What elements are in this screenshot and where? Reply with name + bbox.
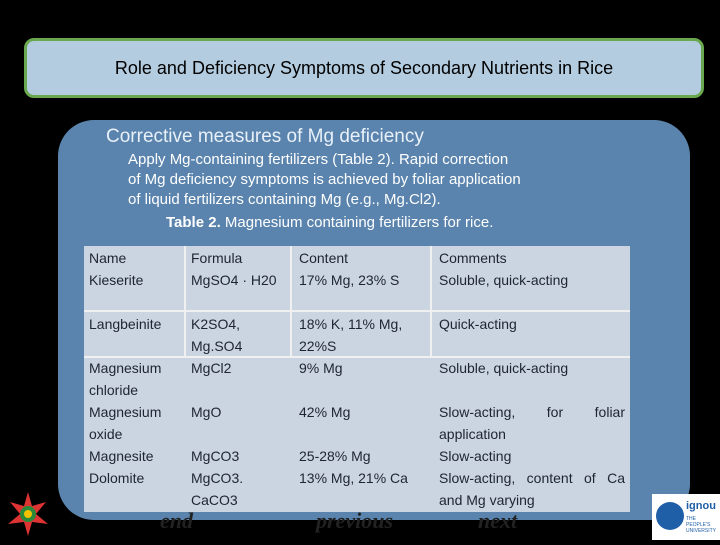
cell-formula: MgCO3. CaCO3 bbox=[191, 470, 244, 508]
caption-text: Magnesium containing fertilizers for ric… bbox=[220, 214, 494, 231]
section-heading: Corrective measures of Mg deficiency bbox=[106, 126, 424, 147]
header-formula: Formula bbox=[191, 250, 243, 266]
cell-name: Magnesite bbox=[89, 448, 154, 464]
cell-comments: Soluble, quick-acting bbox=[439, 272, 569, 288]
row-divider bbox=[84, 356, 630, 358]
column-divider bbox=[184, 312, 186, 356]
next-button[interactable]: next bbox=[478, 508, 518, 533]
logo-tagline: THE PEOPLE'S UNIVERSITY bbox=[686, 516, 717, 534]
body-paragraph: Apply Mg-containing fertilizers (Table 2… bbox=[128, 150, 598, 210]
previous-button[interactable]: previous bbox=[316, 508, 393, 533]
end-button[interactable]: end bbox=[160, 508, 193, 533]
table-caption: Table 2. Magnesium containing fertilizer… bbox=[166, 214, 493, 231]
cell-formula: MgO bbox=[191, 404, 222, 420]
cell-name: Langbeinite bbox=[89, 316, 162, 332]
column-divider bbox=[430, 312, 432, 356]
cell-content: 25-28% Mg bbox=[299, 448, 371, 464]
paragraph-line: of liquid fertilizers containing Mg (e.g… bbox=[128, 191, 441, 208]
paragraph-line: of Mg deficiency symptoms is achieved by… bbox=[128, 171, 521, 188]
cell-content: 18% K, 11% Mg, 22%S bbox=[299, 316, 403, 354]
cell-content: 13% Mg, 21% Ca bbox=[299, 470, 408, 486]
cell-name: Kieserite bbox=[89, 272, 144, 288]
cell-formula: MgCl2 bbox=[191, 360, 232, 376]
cell-comments: Slow-acting, for foliar application bbox=[439, 404, 625, 442]
cell-content: 9% Mg bbox=[299, 360, 343, 376]
cell-comments: Soluble, quick-acting bbox=[439, 360, 569, 376]
cell-name: Dolomite bbox=[89, 470, 145, 486]
cell-formula: K2SO4, Mg.SO4 bbox=[191, 316, 243, 354]
header-name: Name bbox=[89, 250, 127, 266]
cell-comments: Slow-acting bbox=[439, 448, 512, 464]
cell-content: 17% Mg, 23% S bbox=[299, 272, 400, 288]
cell-formula: MgCO3 bbox=[191, 448, 240, 464]
cell-formula: MgSO4 · H20 bbox=[191, 272, 277, 288]
cell-comments: Slow-acting, content of Ca and Mg varyin… bbox=[439, 470, 625, 508]
ignou-logo: ignou THE PEOPLE'S UNIVERSITY bbox=[652, 494, 720, 540]
title-banner: Role and Deficiency Symptoms of Secondar… bbox=[24, 38, 704, 98]
logo-name: ignou bbox=[686, 500, 716, 512]
column-divider bbox=[430, 246, 432, 310]
caption-prefix: Table 2. bbox=[166, 214, 221, 231]
paragraph-line: Apply Mg-containing fertilizers (Table 2… bbox=[128, 151, 509, 168]
header-content: Content bbox=[299, 250, 349, 266]
column-divider bbox=[290, 246, 292, 310]
header-comments: Comments bbox=[439, 250, 507, 266]
fertilizer-table: Name Formula Content Comments Kieserite … bbox=[84, 246, 630, 512]
column-divider bbox=[184, 246, 186, 310]
cell-content: 42% Mg bbox=[299, 404, 351, 420]
emblem-icon bbox=[656, 502, 684, 530]
row-divider bbox=[84, 310, 630, 312]
cell-comments: Quick-acting bbox=[439, 316, 517, 332]
cell-name: Magnesium chloride bbox=[89, 360, 162, 398]
naip-logo bbox=[2, 486, 54, 540]
column-divider bbox=[290, 312, 292, 356]
cell-name: Magnesium oxide bbox=[89, 404, 162, 442]
slide-title: Role and Deficiency Symptoms of Secondar… bbox=[114, 57, 614, 78]
